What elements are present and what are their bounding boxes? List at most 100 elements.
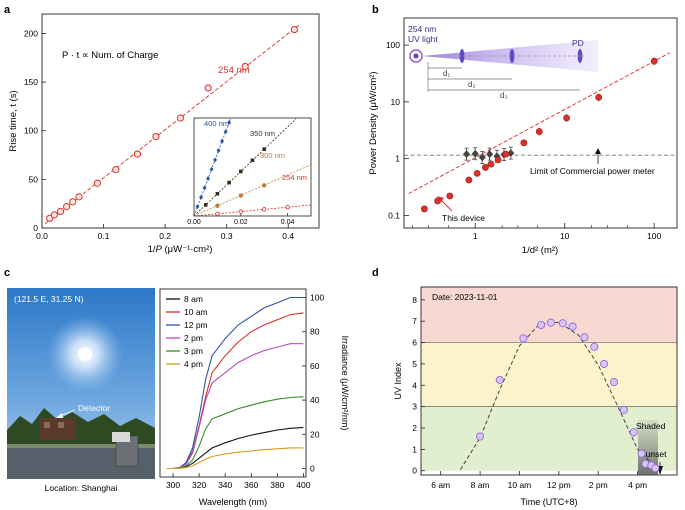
y-tick-label: 1: [395, 154, 400, 164]
y-axis-label: Rise time, t (s): [8, 90, 19, 151]
x-tick-label: 360: [244, 480, 258, 490]
panel-label: d: [372, 267, 379, 279]
spectrum-line: [166, 396, 304, 470]
uv-band: [421, 342, 677, 407]
inset-data-point: [215, 211, 220, 216]
y-tick-label: 40: [310, 395, 320, 405]
y-tick-label: 5: [412, 359, 417, 369]
y-tick-label: 2: [412, 423, 417, 433]
data-point: [133, 150, 142, 158]
x-tick-label: 1: [473, 231, 478, 241]
device-data-point: [650, 57, 658, 65]
y-tick-label: 60: [310, 361, 320, 371]
uv-data-point: [619, 405, 628, 414]
panel-label: c: [4, 267, 10, 279]
uv-bands: [421, 287, 677, 471]
plot-area: [460, 318, 660, 473]
spectrum-line: [166, 343, 304, 470]
y-tick-label: 0.1: [388, 210, 400, 220]
y-axis-label: Power Density (μW/cm²): [368, 71, 379, 174]
inset-fit-line: [193, 164, 312, 217]
panel-label: a: [4, 4, 11, 16]
inset-data-point: [203, 203, 208, 207]
device-data-point: [494, 156, 502, 164]
legend-label: 2 pm: [184, 333, 203, 343]
inset-data-point: [209, 166, 214, 172]
x-tick-label: 300: [166, 480, 180, 490]
y-tick-label: 0: [412, 466, 417, 476]
d3-label: d₃: [500, 91, 508, 100]
d1-label: d₁: [443, 69, 450, 78]
x-tick-label: 10: [560, 231, 570, 241]
y-tick-label: 20: [310, 429, 320, 439]
meter-data-point: [478, 153, 486, 162]
envelope-curve: [460, 321, 658, 470]
x-tick-label: 340: [218, 480, 232, 490]
axis-ticks: 6 am 8 am 10 am 12 pm 2 pm 4 pm 0 1 2 3 4 5 6 7 8: [412, 295, 647, 490]
uv-lamp-core: [413, 53, 419, 59]
inset-fit-line: [193, 118, 297, 217]
data-point: [63, 203, 71, 211]
legend-label: 12 pm: [184, 320, 208, 330]
x-tick-label: 6 am: [431, 480, 450, 490]
inset-data-point: [202, 185, 207, 191]
d2-label: d₂: [468, 80, 476, 89]
device-data-point: [487, 160, 495, 168]
detector-pointer-head: [56, 413, 63, 418]
y-tick-label: 10: [391, 97, 401, 107]
uv-data-point: [568, 322, 577, 331]
inset-frame: [193, 117, 312, 217]
plot-frame: [420, 286, 678, 476]
inset-plot: 0.00 0.02 0.04 400 nm 350 nm 300 nm 254 nm: [187, 118, 312, 226]
data-point: [290, 25, 298, 34]
meter-data-point: [471, 149, 479, 158]
location-label: Location: Shanghai: [45, 483, 118, 493]
y-tick-label: 200: [24, 28, 38, 38]
uv-data-point: [629, 428, 638, 437]
uv-data-point: [537, 320, 546, 330]
series-label: 254 nm: [218, 65, 250, 76]
y-tick-label: 100: [24, 126, 38, 136]
y-tick-label: 0: [33, 223, 38, 233]
building: [40, 418, 76, 440]
inset-data-point: [227, 120, 232, 125]
device-data-point: [563, 114, 570, 122]
data-point: [204, 84, 212, 92]
plot-area: [166, 296, 304, 470]
x-tick-label: 2 pm: [589, 480, 608, 490]
x-tick-label: 10 am: [508, 480, 532, 490]
y-tick-label: 100: [310, 293, 324, 303]
y-tick-label: 8: [412, 295, 417, 305]
panel-d: d UV Index Time (UTC+8) Date: 2023-11-01…: [372, 267, 678, 507]
device-data-point: [465, 176, 473, 184]
panel-label: b: [372, 4, 379, 16]
y-tick-label: 150: [24, 77, 38, 87]
date-label: Date: 2023-11-01: [432, 292, 498, 302]
inset-data-point: [216, 148, 221, 153]
panel-a: a Rise time, t (s) 1/P (μW⁻¹·cm²) P · t …: [4, 4, 320, 255]
uv-data-point: [476, 432, 485, 441]
x-tick-label: 4 pm: [628, 480, 647, 490]
device-data-point: [420, 205, 428, 213]
inset-data-point: [223, 129, 228, 135]
y-tick-label: 7: [412, 316, 417, 326]
inset-data-point: [199, 194, 204, 200]
uv-schematic: 254 nm UV light PD d₁ d₂ d₃: [408, 24, 598, 100]
x-tick-label: 0.0: [36, 231, 48, 241]
x-tick-label: 400: [296, 480, 310, 490]
uv-data-point: [519, 334, 528, 343]
inset-data-point: [250, 158, 255, 163]
inset-data-point: [239, 169, 243, 174]
inset-data-point: [285, 204, 290, 210]
device-data-point: [595, 93, 603, 101]
uv-band: [421, 287, 677, 343]
inset-data-point: [238, 209, 243, 214]
limit-label: Limit of Commercial power meter: [530, 166, 655, 176]
x-axis-label: Wavelength (nm): [199, 497, 267, 507]
inset-data-point: [238, 193, 243, 198]
inset-data-point: [206, 176, 211, 181]
y-tick-label: 4: [412, 380, 417, 390]
uv-data-point: [495, 375, 504, 384]
fit-line: [44, 23, 301, 225]
y-tick-label: 6: [412, 338, 417, 348]
